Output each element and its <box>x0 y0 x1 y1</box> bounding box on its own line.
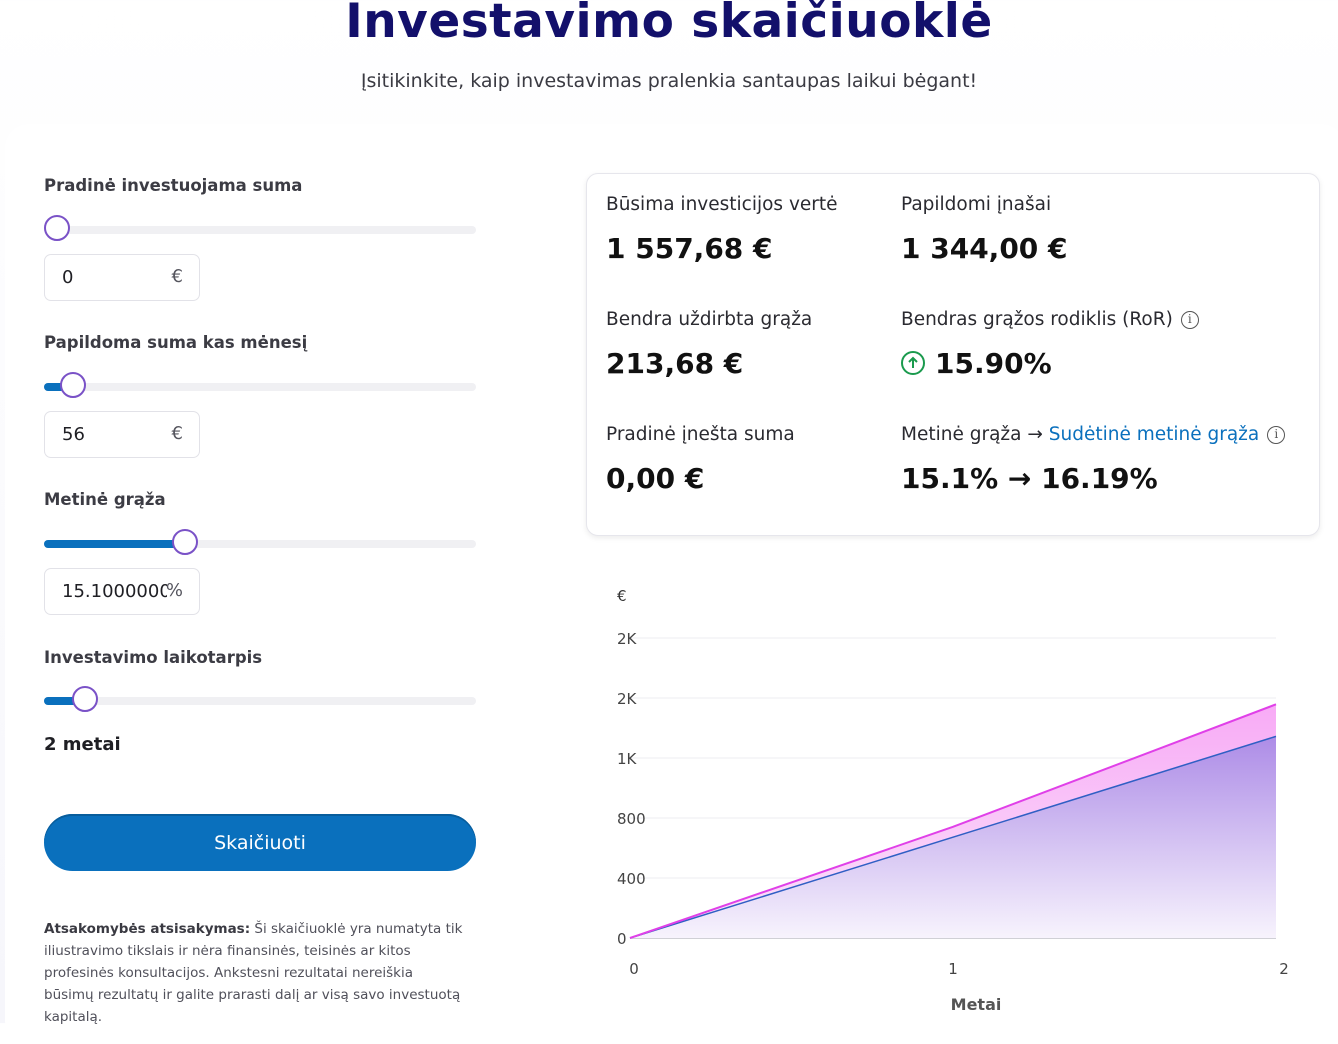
y-tick-label: 0 <box>617 930 627 948</box>
y-tick-label: 2K <box>617 690 638 708</box>
monthly-sum-label: Papildoma suma kas mėnesį <box>44 333 307 352</box>
results-card: Būsima investicijos vertė 1 557,68 € Pap… <box>586 173 1320 536</box>
initial-deposit-value: 0,00 € <box>606 462 704 495</box>
monthly-sum-input[interactable] <box>45 412 165 457</box>
monthly-sum-slider[interactable] <box>44 372 476 402</box>
info-icon[interactable]: i <box>1267 426 1285 444</box>
annual-return-slider[interactable] <box>44 529 476 559</box>
future-value-label: Būsima investicijos vertė <box>606 194 838 215</box>
ror-value: 15.90% <box>935 347 1052 380</box>
contributions-value: 1 344,00 € <box>901 232 1068 265</box>
disclaimer: Atsakomybės atsisakymas: Ši skaičiuoklė … <box>44 918 464 1028</box>
annual-return-box: % <box>44 568 200 615</box>
x-axis-title: Metai <box>951 995 1002 1014</box>
y-tick-label: 400 <box>617 870 646 888</box>
euro-unit: € <box>172 423 183 444</box>
slider-thumb[interactable] <box>44 215 70 241</box>
page-title: Investavimo skaičiuoklė <box>0 0 1338 49</box>
x-tick-label: 0 <box>629 960 639 978</box>
arrow-up-circle-icon <box>901 351 925 375</box>
ror-row: 15.90% <box>901 347 1052 380</box>
slider-thumb[interactable] <box>60 372 86 398</box>
contributions-label: Papildomi įnašai <box>901 194 1051 215</box>
future-value: 1 557,68 € <box>606 232 773 265</box>
calculate-button[interactable]: Skaičiuoti <box>44 814 476 871</box>
compound-annual-link[interactable]: Sudėtinė metinė grąža <box>1049 424 1260 445</box>
initial-sum-box: € <box>44 254 200 301</box>
ror-label: Bendras grąžos rodiklis (RoR) <box>901 309 1173 330</box>
slider-track <box>44 697 476 705</box>
period-value: 2 metai <box>44 734 121 755</box>
disclaimer-title: Atsakomybės atsisakymas: <box>44 921 250 937</box>
x-tick-label: 1 <box>948 960 958 978</box>
slider-fill <box>44 540 185 548</box>
growth-chart: 0 400 800 1K 2K 2K 0 1 2 € Metai <box>586 580 1326 1023</box>
info-icon[interactable]: i <box>1181 311 1199 329</box>
x-tick-label: 2 <box>1279 960 1289 978</box>
initial-sum-slider[interactable] <box>44 215 476 245</box>
period-label: Investavimo laikotarpis <box>44 648 262 667</box>
percent-unit: % <box>166 580 183 601</box>
earned-label: Bendra uždirbta grąža <box>606 309 812 330</box>
annual-return-label: Metinė grąža <box>44 490 166 509</box>
initial-sum-input[interactable] <box>45 255 165 300</box>
earned-value: 213,68 € <box>606 347 743 380</box>
y-tick-label: 800 <box>617 810 646 828</box>
page-subtitle: Įsitikinkite, kaip investavimas pralenki… <box>0 70 1338 92</box>
initial-deposit-label: Pradinė įnešta suma <box>606 424 795 445</box>
y-tick-label: 2K <box>617 630 638 648</box>
slider-track <box>44 383 476 391</box>
annual-value: 15.1% → 16.19% <box>901 462 1158 495</box>
slider-thumb[interactable] <box>172 529 198 555</box>
y-tick-label: 1K <box>617 750 638 768</box>
period-slider[interactable] <box>44 686 476 716</box>
annual-label: Metinė grąža → <box>901 424 1043 445</box>
euro-unit: € <box>172 266 183 287</box>
annual-label-row: Metinė grąža → Sudėtinė metinė grąža i <box>901 424 1285 445</box>
ror-label-row: Bendras grąžos rodiklis (RoR) i <box>901 309 1199 330</box>
slider-thumb[interactable] <box>72 686 98 712</box>
y-unit-label: € <box>617 587 627 605</box>
initial-sum-label: Pradinė investuojama suma <box>44 176 302 195</box>
monthly-sum-box: € <box>44 411 200 458</box>
slider-track <box>44 226 476 234</box>
annual-return-input[interactable] <box>45 569 167 614</box>
